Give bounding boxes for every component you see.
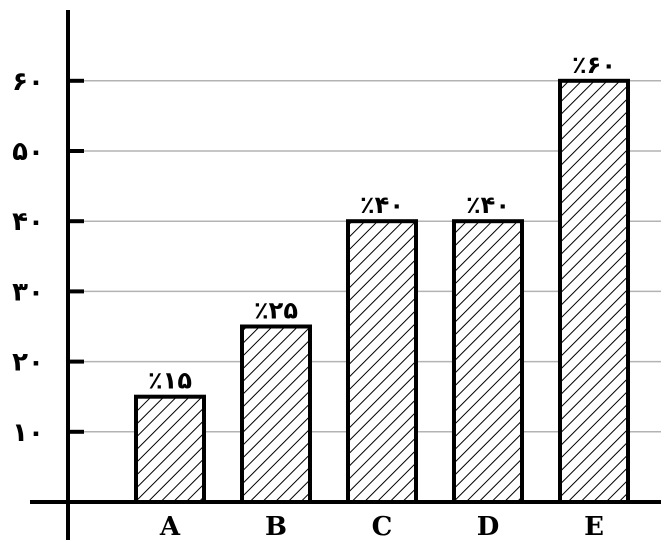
data-label: ٪۴۰	[360, 191, 404, 219]
bar-e	[558, 78, 630, 505]
y-tick-label: ۶۰	[12, 67, 44, 97]
category-label: E	[584, 512, 604, 542]
data-label: ٪۱۵	[148, 367, 192, 395]
category-label: B	[265, 512, 287, 542]
bars	[134, 78, 630, 505]
x-category-labels: A B C D E	[159, 512, 604, 542]
data-labels: ٪۱۵ ٪۲۵ ٪۴۰ ٪۴۰ ٪۶۰	[148, 51, 616, 395]
category-label: A	[159, 512, 181, 542]
y-tick-label: ۱۰	[12, 418, 44, 448]
data-label: ٪۲۵	[254, 297, 298, 325]
y-tick-label: ۴۰	[12, 207, 44, 237]
category-label: D	[477, 512, 500, 542]
data-label: ٪۴۰	[466, 191, 510, 219]
bar-a	[134, 394, 206, 505]
y-tick-label: ۵۰	[12, 137, 44, 167]
data-label: ٪۶۰	[572, 51, 616, 79]
bar-b	[240, 324, 312, 504]
y-tick-labels: ۱۰ ۲۰ ۳۰ ۴۰ ۵۰ ۶۰	[12, 67, 44, 448]
category-label: C	[372, 512, 393, 542]
bar-d	[452, 219, 524, 504]
bar-c	[346, 219, 418, 504]
y-tick-label: ۳۰	[12, 277, 44, 307]
axes	[30, 10, 661, 540]
y-tick-label: ۲۰	[12, 348, 44, 378]
